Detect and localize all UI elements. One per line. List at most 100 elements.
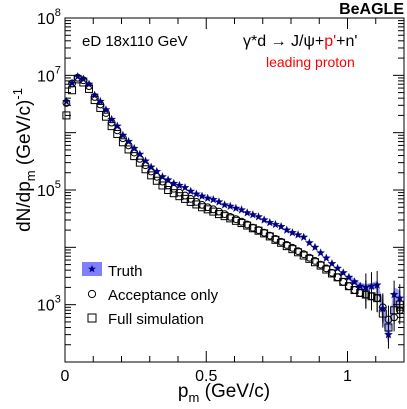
point-full-sim <box>158 181 167 190</box>
y-tick-label: 103 <box>37 294 61 315</box>
point-truth <box>327 258 337 268</box>
y-axis-label-sup: -1 <box>10 88 25 100</box>
point-acceptance <box>322 264 331 273</box>
point-acceptance <box>316 260 325 269</box>
point-truth <box>293 230 303 239</box>
series-truth <box>62 71 405 349</box>
point-truth <box>101 105 111 114</box>
point-acceptance <box>181 191 189 200</box>
point-truth <box>276 221 286 231</box>
point-truth <box>259 215 269 224</box>
point-acceptance <box>203 203 212 212</box>
point-acceptance <box>356 289 365 297</box>
legend-marker-truth-star <box>88 264 96 273</box>
point-truth <box>237 205 246 214</box>
x-axis-label-main: p <box>178 381 189 402</box>
point-full-sim <box>220 212 229 221</box>
axis-ticks <box>64 17 405 363</box>
point-truth <box>169 178 179 188</box>
point-truth <box>62 96 71 106</box>
point-full-sim <box>186 197 195 206</box>
x-axis-label: pm (GeV/c) <box>178 381 270 405</box>
point-acceptance <box>164 181 173 190</box>
annotation-right: γ*d → J/ψ+p'+n' <box>243 33 357 50</box>
point-acceptance <box>390 313 399 322</box>
y-axis-label-sub: m <box>23 170 38 181</box>
legend-label-acceptance: Acceptance only <box>108 287 219 304</box>
legend-marker-circle <box>87 289 97 299</box>
y-tick-label: 108 <box>37 7 61 28</box>
point-truth <box>271 219 280 229</box>
annotation-right-part-3: +n' <box>336 33 357 50</box>
point-truth <box>135 149 145 159</box>
point-truth <box>350 277 359 286</box>
point-truth <box>214 197 224 206</box>
point-truth <box>107 114 117 124</box>
y-axis-label: dN/dpm (GeV/c)-1 <box>10 88 38 232</box>
point-truth <box>124 136 133 146</box>
point-full-sim <box>209 207 218 216</box>
point-truth <box>310 242 320 252</box>
point-full-sim <box>192 200 201 209</box>
point-full-sim <box>147 171 156 180</box>
point-truth <box>129 143 139 153</box>
point-full-sim <box>152 176 161 185</box>
point-truth <box>231 203 241 213</box>
point-truth <box>395 293 405 302</box>
point-truth <box>355 281 365 290</box>
axis-tick-labels: 0 0.5 1 103 105 107 108 <box>37 7 352 385</box>
point-truth <box>191 189 201 198</box>
point-truth <box>384 330 393 339</box>
point-truth <box>180 183 190 192</box>
point-acceptance <box>345 282 353 291</box>
point-truth <box>225 201 235 211</box>
point-full-sim <box>175 192 184 201</box>
point-truth <box>333 263 343 273</box>
point-truth <box>67 78 77 87</box>
point-full-sim <box>101 112 110 121</box>
point-truth <box>197 191 207 200</box>
point-truth <box>288 228 297 237</box>
point-truth <box>152 166 162 176</box>
point-truth <box>146 162 156 171</box>
legend-label-full-sim: Full simulation <box>108 311 204 328</box>
point-truth <box>163 175 173 184</box>
point-truth <box>389 289 399 299</box>
point-truth <box>338 268 348 277</box>
x-tick-label: 1 <box>343 368 352 385</box>
point-truth <box>316 248 326 257</box>
point-acceptance <box>339 277 348 286</box>
y-axis-label-unit: (GeV/c) <box>14 100 35 171</box>
y-axis-label-main: dN/dp <box>14 181 35 232</box>
point-truth <box>344 272 354 282</box>
annotation-left: eD 18x110 GeV <box>82 33 188 50</box>
point-truth <box>118 130 128 140</box>
y-tick-label: 105 <box>37 179 61 200</box>
legend: Truth Acceptance only Full simulation <box>82 262 219 328</box>
point-full-sim <box>214 210 223 219</box>
truth-error-band <box>348 274 400 345</box>
point-truth <box>208 194 218 204</box>
point-full-sim <box>198 203 207 212</box>
point-truth <box>95 96 105 106</box>
point-acceptance <box>311 256 319 265</box>
legend-marker-square <box>87 313 97 323</box>
x-axis-label-unit: (GeV/c) <box>199 381 270 402</box>
point-acceptance <box>265 231 274 240</box>
point-truth <box>175 180 184 190</box>
point-full-sim <box>96 103 105 112</box>
point-truth <box>304 238 314 247</box>
x-tick-label: 0.5 <box>195 368 217 385</box>
annotation-right-part-1: γ*d → J/ψ+ <box>243 33 324 50</box>
point-truth <box>282 225 292 234</box>
point-truth <box>248 210 258 219</box>
point-truth <box>321 253 331 262</box>
brand-label: BeAGLE <box>339 1 404 18</box>
annotation-right-highlight: p' <box>324 33 336 50</box>
point-truth <box>242 208 252 217</box>
point-truth <box>186 186 196 196</box>
point-acceptance <box>305 253 314 262</box>
point-acceptance <box>328 268 336 277</box>
point-truth <box>203 193 213 202</box>
